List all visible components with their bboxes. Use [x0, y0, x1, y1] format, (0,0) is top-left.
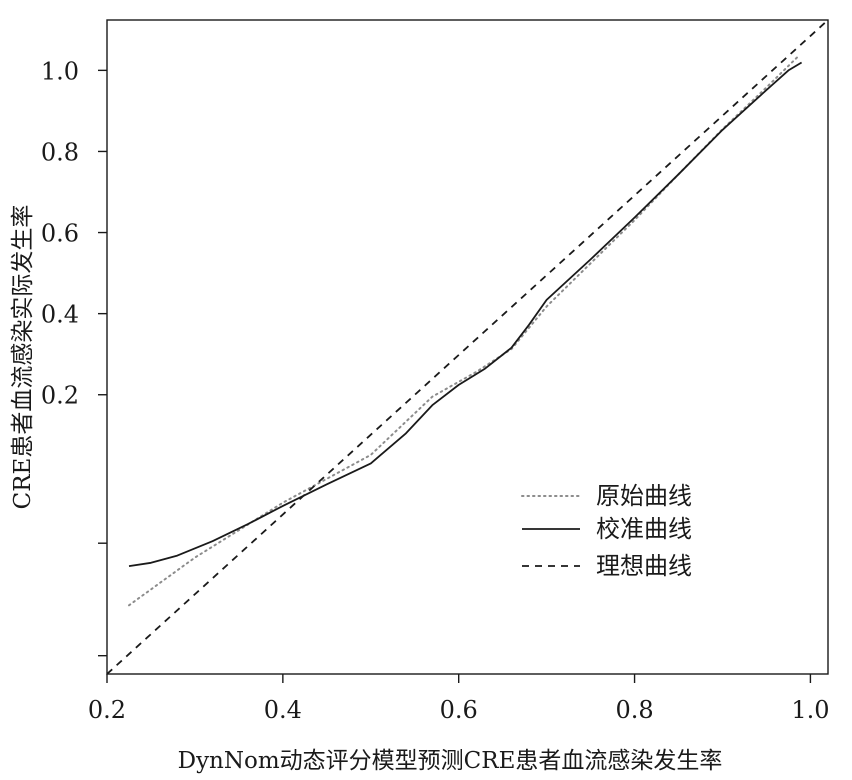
series-layer — [106, 19, 829, 675]
legend-label-ideal: 理想曲线 — [596, 552, 692, 580]
legend-label-original: 原始曲线 — [596, 482, 692, 510]
x-axis-title: DynNom动态评分模型预测CRE患者血流感染发生率 — [178, 748, 723, 774]
y-tick-label: 0.6 — [41, 220, 79, 248]
y-tick-label: 1.0 — [41, 57, 79, 85]
series-calibration-line — [128, 61, 803, 567]
series-ideal-line — [106, 19, 829, 675]
y-tick-label: 0.4 — [41, 301, 79, 329]
x-tick-label: 0.8 — [615, 696, 653, 724]
plot-frame — [106, 19, 829, 675]
x-tick-label: 0.2 — [88, 696, 126, 724]
y-axis: 1.0 0.8 0.6 0.4 0.2 — [41, 57, 107, 657]
y-axis-title: CRE患者血流感染实际发生率 — [10, 205, 36, 510]
legend: 原始曲线 校准曲线 理想曲线 — [521, 482, 692, 580]
y-tick-label: 0.8 — [41, 138, 79, 166]
series-original-line — [128, 56, 799, 607]
y-tick-label: 0.2 — [41, 382, 79, 410]
x-tick-label: 0.6 — [440, 696, 478, 724]
legend-label-calibration: 校准曲线 — [596, 515, 692, 543]
x-axis: 0.2 0.4 0.6 0.8 1.0 — [88, 674, 830, 724]
x-tick-label: 0.4 — [264, 696, 302, 724]
x-tick-label: 1.0 — [791, 696, 829, 724]
